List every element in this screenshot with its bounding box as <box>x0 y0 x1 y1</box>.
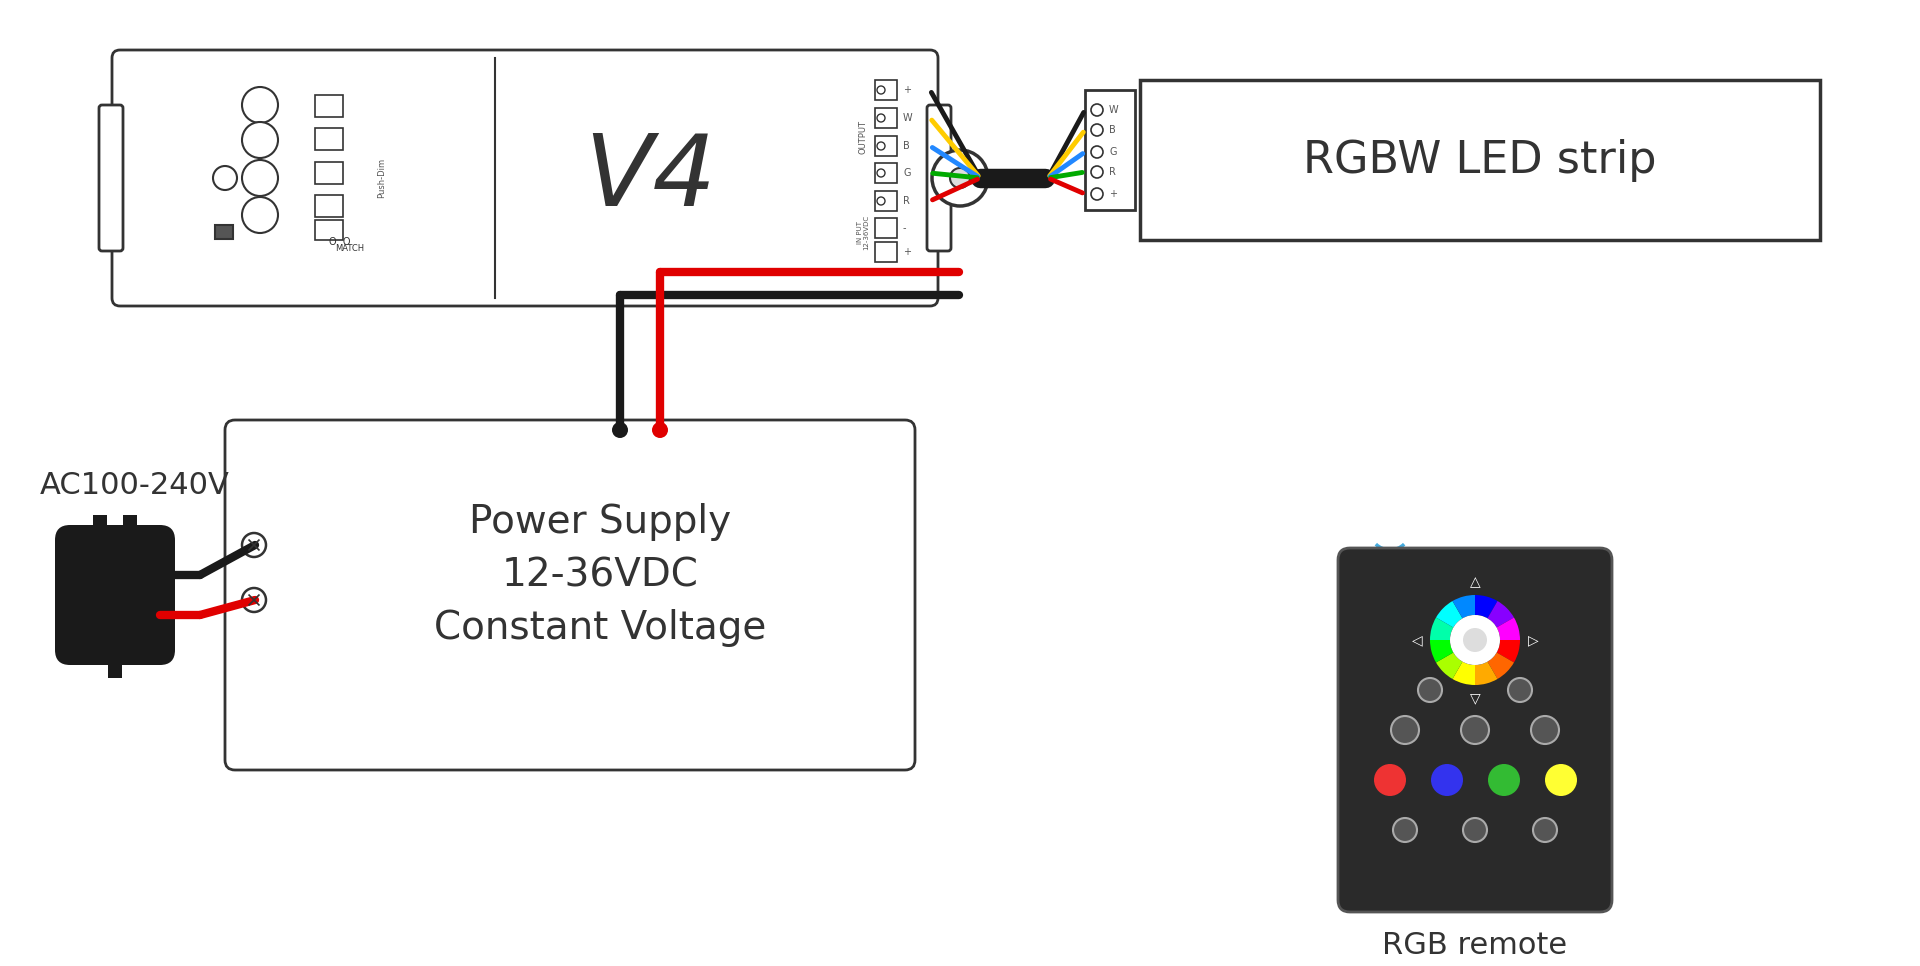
Wedge shape <box>1430 617 1453 640</box>
Circle shape <box>1091 104 1102 116</box>
Wedge shape <box>1475 595 1498 618</box>
Circle shape <box>877 114 885 122</box>
Circle shape <box>877 169 885 177</box>
Text: V4: V4 <box>584 129 716 226</box>
Text: OUTPUT: OUTPUT <box>858 120 868 154</box>
Bar <box>315 162 344 184</box>
Bar <box>876 136 897 156</box>
Text: RGB remote: RGB remote <box>1382 930 1567 959</box>
Circle shape <box>653 422 668 438</box>
Wedge shape <box>1475 662 1498 685</box>
Text: G: G <box>902 168 910 178</box>
Circle shape <box>931 150 989 206</box>
Circle shape <box>1091 124 1102 136</box>
Circle shape <box>877 86 885 94</box>
Circle shape <box>1507 678 1532 702</box>
Text: R: R <box>1110 167 1116 177</box>
Bar <box>315 195 344 217</box>
Bar <box>315 220 344 240</box>
Bar <box>108 650 123 678</box>
Circle shape <box>1091 166 1102 178</box>
Bar <box>1140 80 1820 240</box>
Text: W: W <box>902 113 912 123</box>
Text: Push-Dim: Push-Dim <box>378 157 386 198</box>
Circle shape <box>1091 146 1102 158</box>
Circle shape <box>1450 615 1500 665</box>
Bar <box>876 163 897 183</box>
Text: △: △ <box>1469 575 1480 589</box>
Text: +: + <box>902 85 910 95</box>
Circle shape <box>1530 716 1559 744</box>
Text: IN PUT
12-36VDC: IN PUT 12-36VDC <box>856 214 870 249</box>
Circle shape <box>1461 716 1490 744</box>
Circle shape <box>1463 818 1486 842</box>
Text: W: W <box>1110 105 1119 115</box>
Wedge shape <box>1436 652 1463 679</box>
Circle shape <box>612 422 628 438</box>
Bar <box>876 191 897 211</box>
Bar <box>123 515 136 543</box>
Circle shape <box>950 168 970 188</box>
Text: Power Supply
12-36VDC
Constant Voltage: Power Supply 12-36VDC Constant Voltage <box>434 503 766 647</box>
Text: G: G <box>1110 147 1117 157</box>
Text: MATCH: MATCH <box>336 243 365 252</box>
Wedge shape <box>1488 652 1515 679</box>
Circle shape <box>877 197 885 205</box>
Circle shape <box>242 87 278 123</box>
Text: +: + <box>902 247 910 257</box>
FancyBboxPatch shape <box>927 105 950 251</box>
Text: -: - <box>902 223 906 233</box>
Text: +: + <box>1110 189 1117 199</box>
Text: B: B <box>1110 125 1116 135</box>
Wedge shape <box>1498 617 1521 640</box>
Circle shape <box>1430 764 1463 796</box>
Circle shape <box>242 160 278 196</box>
Text: R: R <box>902 196 910 206</box>
Text: ◁: ◁ <box>1411 633 1423 647</box>
FancyBboxPatch shape <box>225 420 916 770</box>
Circle shape <box>1463 628 1486 652</box>
Circle shape <box>242 588 267 612</box>
Circle shape <box>1091 188 1102 200</box>
Circle shape <box>1532 818 1557 842</box>
Wedge shape <box>1436 601 1463 628</box>
Bar <box>1085 90 1135 210</box>
Wedge shape <box>1430 640 1453 663</box>
Circle shape <box>242 122 278 158</box>
Text: RGBW LED strip: RGBW LED strip <box>1304 138 1657 182</box>
Wedge shape <box>1498 640 1521 663</box>
Circle shape <box>242 197 278 233</box>
Bar <box>876 218 897 238</box>
Circle shape <box>242 533 267 557</box>
Circle shape <box>1488 764 1521 796</box>
Bar <box>92 515 108 543</box>
Text: ▽: ▽ <box>1469 691 1480 705</box>
Text: O  O: O O <box>328 237 351 247</box>
Bar <box>876 108 897 128</box>
FancyBboxPatch shape <box>111 50 939 306</box>
Bar <box>876 80 897 100</box>
Bar <box>315 95 344 117</box>
Circle shape <box>1394 818 1417 842</box>
Circle shape <box>1375 764 1405 796</box>
FancyBboxPatch shape <box>1338 548 1613 912</box>
FancyBboxPatch shape <box>56 525 175 665</box>
Bar <box>315 128 344 150</box>
Text: ▷: ▷ <box>1528 633 1538 647</box>
Circle shape <box>877 142 885 150</box>
Circle shape <box>213 166 236 190</box>
Circle shape <box>1546 764 1576 796</box>
Wedge shape <box>1453 595 1475 618</box>
Text: B: B <box>902 141 910 151</box>
Circle shape <box>1419 678 1442 702</box>
FancyBboxPatch shape <box>100 105 123 251</box>
Wedge shape <box>1488 601 1515 628</box>
FancyBboxPatch shape <box>215 225 232 239</box>
Bar <box>876 242 897 262</box>
Circle shape <box>1390 716 1419 744</box>
Text: AC100-240V: AC100-240V <box>40 470 230 499</box>
Wedge shape <box>1453 662 1475 685</box>
